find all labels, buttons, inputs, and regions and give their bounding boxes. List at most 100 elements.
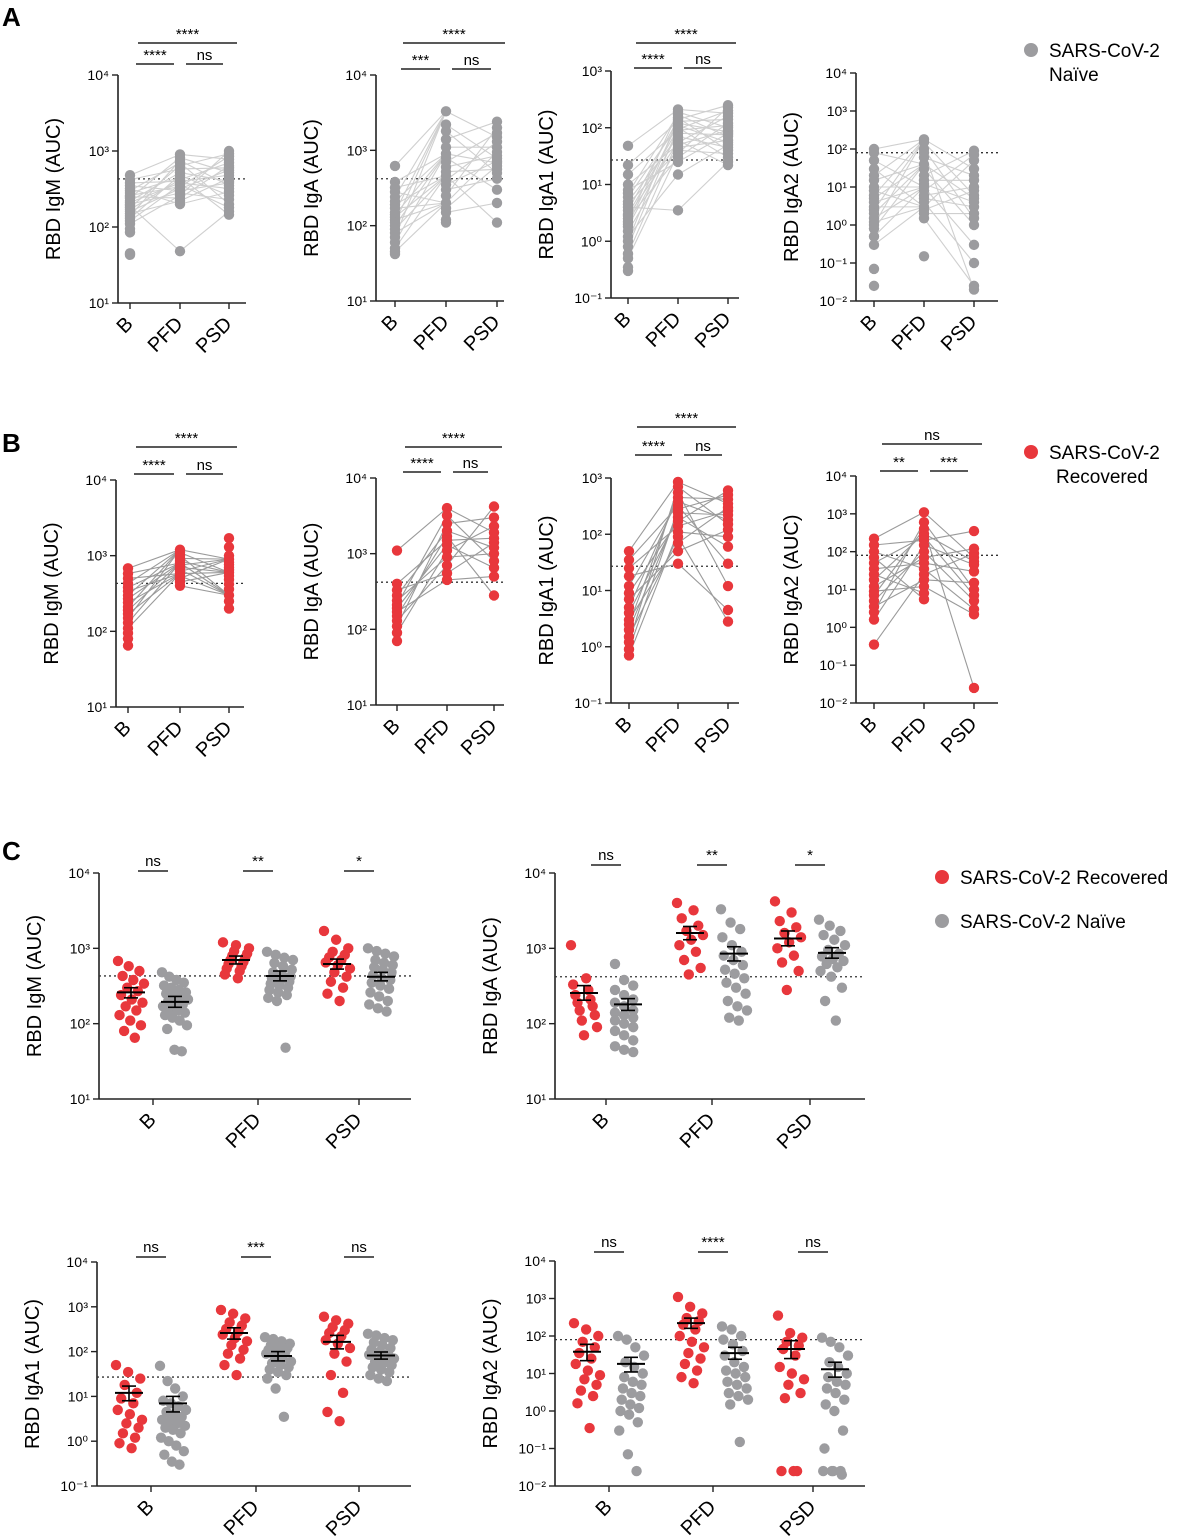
data-point-recovered-b — [584, 1422, 595, 1434]
pair-line — [179, 558, 230, 579]
data-point-recovered-b — [582, 1365, 594, 1376]
pair-line — [396, 550, 448, 634]
pair-line — [179, 558, 230, 566]
pair-line — [179, 585, 230, 596]
data-point-naive-b — [626, 1387, 637, 1399]
data-point-naive-pfd — [287, 954, 299, 966]
data-point-recovered-pfd — [674, 940, 685, 951]
data-point-recovered-psd — [325, 976, 337, 987]
pair-line — [396, 579, 448, 613]
data-point-recovered-psd — [344, 1342, 356, 1354]
x-tick-label-b: B — [378, 311, 403, 336]
data-point-naive-b — [628, 1021, 639, 1033]
pair-line — [873, 138, 925, 211]
y-tick-label: 10¹ — [827, 582, 848, 598]
pair-line — [677, 506, 729, 544]
y-tick-label: 10³ — [526, 1291, 547, 1307]
data-point-recovered-psd — [322, 988, 333, 999]
data-point-recovered-psd — [776, 1465, 787, 1477]
data-point-recovered-pfd — [697, 929, 709, 941]
pair-line — [129, 179, 181, 210]
data-point-pfd — [672, 169, 684, 180]
y-tick-label: 10⁴ — [825, 65, 847, 81]
pair-line — [923, 568, 975, 610]
data-point-recovered-b — [131, 1005, 142, 1016]
data-point-psd — [968, 155, 980, 166]
data-point-naive-pfd — [720, 1365, 732, 1376]
y-tick-label: 10⁴ — [85, 472, 107, 488]
pair-line — [129, 186, 181, 197]
data-point-naive-b — [609, 1041, 621, 1052]
pair-line — [677, 492, 729, 587]
data-point-b — [389, 248, 401, 260]
x-tick-label-psd: PSD — [776, 1496, 821, 1538]
data-point-naive-psd — [826, 971, 837, 982]
pair-line — [873, 528, 925, 596]
pair-line — [396, 507, 448, 551]
pair-line — [179, 560, 230, 573]
legend-a-naive-marker — [1024, 43, 1038, 57]
y-tick-label: 10² — [827, 141, 848, 157]
data-point-naive-psd — [365, 1369, 376, 1381]
data-point-naive-pfd — [718, 1334, 729, 1345]
pair-line — [677, 149, 729, 155]
pair-line — [677, 144, 729, 175]
data-point-naive-pfd — [735, 1330, 747, 1342]
data-point-naive-b — [628, 980, 639, 991]
pair-line — [628, 542, 679, 621]
data-point-recovered-psd — [320, 1334, 331, 1346]
data-point-naive-pfd — [742, 1394, 754, 1405]
pair-line — [396, 572, 448, 591]
data-point-naive-psd — [375, 980, 386, 991]
y-tick-label: 10¹ — [89, 295, 110, 311]
data-point-recovered-psd — [329, 1348, 340, 1359]
data-point-recovered-psd — [341, 1356, 352, 1367]
data-point-recovered-pfd — [698, 1342, 710, 1353]
data-point-naive-pfd — [264, 984, 275, 996]
pair-line — [873, 511, 925, 540]
pair-line — [396, 539, 448, 585]
sig-label: ns — [464, 52, 480, 69]
y-tick-label: 10¹ — [526, 1366, 547, 1382]
data-point-b — [868, 614, 880, 625]
data-point-pfd — [918, 507, 930, 518]
data-point-naive-b — [609, 1007, 621, 1018]
y-tick-label: 10⁰ — [826, 217, 848, 233]
data-point-recovered-pfd — [217, 1329, 228, 1340]
data-point-recovered-pfd — [219, 969, 231, 980]
x-tick-label-pfd: PFD — [642, 308, 686, 352]
data-point-naive-psd — [371, 945, 382, 957]
data-point-naive-b — [177, 1391, 188, 1402]
sig-label: **** — [442, 26, 466, 43]
pair-line — [127, 562, 181, 575]
x-tick-label-b: B — [857, 311, 882, 336]
data-point-naive-b — [162, 1375, 173, 1387]
pair-line — [677, 115, 729, 143]
pair-line — [873, 557, 925, 587]
pair-line — [127, 549, 181, 608]
data-point-pfd — [174, 580, 186, 591]
pair-line — [446, 537, 495, 541]
data-point-recovered-pfd — [671, 897, 683, 909]
pair-line — [873, 186, 925, 237]
data-point-naive-psd — [821, 1383, 833, 1394]
pair-line — [677, 563, 729, 611]
data-point-recovered-b — [110, 1359, 122, 1371]
data-point-recovered-b — [135, 1020, 147, 1031]
pair-line — [129, 174, 181, 219]
data-point-recovered-pfd — [678, 1319, 689, 1330]
y-axis-label: RBD IgA2 (AUC) — [480, 1298, 502, 1448]
sig-label: * — [356, 853, 362, 870]
data-point-pfd — [918, 251, 930, 262]
data-point-recovered-psd — [793, 965, 804, 977]
data-point-naive-psd — [830, 1387, 841, 1399]
data-point-naive-psd — [368, 962, 380, 973]
data-point-naive-b — [612, 1330, 624, 1342]
x-tick-label-psd: PSD — [937, 311, 982, 356]
data-point-recovered-psd — [320, 957, 331, 968]
data-point-b — [389, 160, 401, 172]
data-point-recovered-b — [580, 1324, 592, 1335]
data-point-naive-b — [633, 1402, 645, 1414]
data-point-recovered-b — [117, 970, 128, 982]
pair-line — [129, 157, 181, 199]
